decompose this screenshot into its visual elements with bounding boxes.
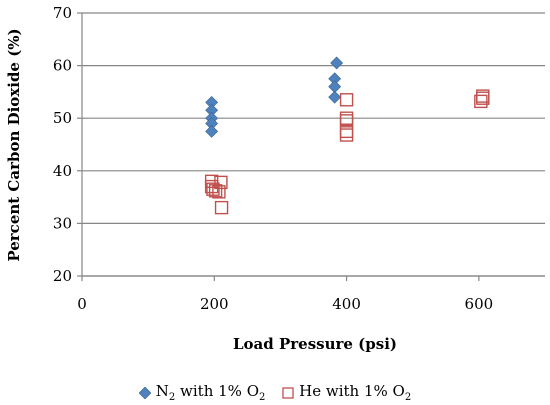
series-n2: [205, 56, 344, 138]
data-point: [476, 91, 490, 105]
data-point: [212, 185, 226, 199]
y-tick-label: 60: [53, 57, 72, 75]
data-point: [205, 124, 219, 138]
x-axis-title: Load Pressure (psi): [233, 335, 397, 353]
x-tick-label: 0: [77, 295, 87, 313]
y-tick-label: 50: [53, 109, 72, 127]
legend: N2 with 1% O2 He with 1% O2: [0, 382, 550, 403]
diamond-marker-icon: [138, 386, 151, 399]
legend-item-n2: N2 with 1% O2: [138, 382, 266, 403]
scatter-chart: 20 30 40 50 60 70 0 200 400 600 Percent Carbon D…: [5, 4, 545, 353]
data-point: [339, 128, 354, 142]
y-tick-label: 20: [53, 267, 72, 285]
legend-label-n2: N2 with 1% O2: [155, 382, 266, 403]
x-tick-label: 200: [200, 295, 229, 313]
data-point: [339, 114, 354, 128]
data-point: [208, 184, 223, 198]
gridlines: [82, 12, 545, 277]
open-square-marker-icon: [282, 386, 294, 399]
y-tick-labels: 20 30 40 50 60 70: [53, 4, 72, 285]
data-point: [330, 56, 344, 70]
series-he: [204, 89, 490, 215]
y-tick-label: 70: [53, 4, 72, 22]
legend-label-he: He with 1% O2: [299, 382, 412, 403]
data-point: [214, 175, 228, 190]
data-point: [339, 93, 354, 107]
data-point: [474, 94, 488, 109]
data-points: [204, 56, 490, 215]
x-tick-labels: 0 200 400 600: [77, 295, 493, 313]
data-point: [328, 90, 342, 104]
y-tick-label: 40: [53, 162, 72, 180]
axes: [77, 12, 545, 281]
y-tick-label: 30: [53, 214, 72, 232]
y-axis-title: Percent Carbon Dioxide (%): [5, 28, 23, 261]
x-tick-label: 400: [332, 295, 361, 313]
data-point: [204, 179, 219, 194]
x-tick-label: 600: [465, 295, 494, 313]
legend-item-he: He with 1% O2: [282, 382, 411, 403]
data-point: [214, 200, 229, 215]
